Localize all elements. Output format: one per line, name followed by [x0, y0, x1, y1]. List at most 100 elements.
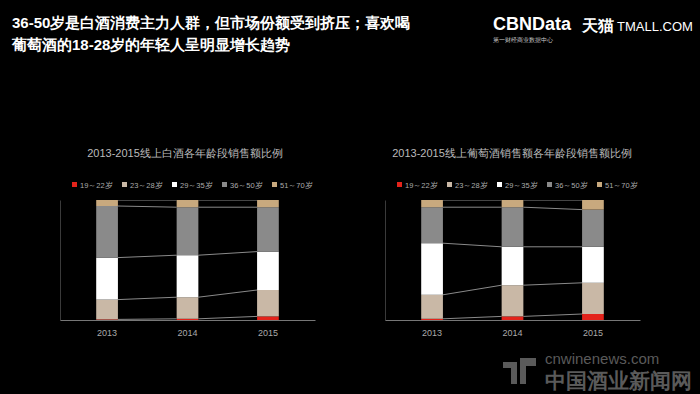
y-axis-line: [60, 201, 61, 321]
chart: 2013-2015线上白酒各年龄段销售额比例 19～22岁 23～28岁 29～35岁…: [61, 147, 316, 338]
connector: [523, 207, 582, 209]
x-tick: 2013: [422, 320, 442, 338]
connector: [443, 243, 502, 247]
legend-label: 51～70岁: [280, 181, 313, 190]
brand: 天猫: [581, 17, 614, 34]
bar-segment: [582, 247, 604, 283]
bar-segment: [96, 200, 118, 206]
x-tick: 2014: [502, 320, 522, 338]
legend-label: 51～70岁: [605, 181, 638, 190]
chart: 2013-2015线上葡萄酒销售额各年龄段销售额比例 19～22岁 23～28岁 29…: [386, 147, 641, 338]
watermark-name: 中国酒业新闻网: [545, 369, 692, 392]
legend-swatch: [72, 182, 77, 187]
legend-label: 36～50岁: [555, 181, 588, 190]
bar-segment: [582, 314, 604, 320]
bar-segment: [96, 258, 118, 300]
legend: 19～22岁 23～28岁 29～35岁 36～50岁 51～70岁: [72, 181, 313, 190]
legend-label: 23～28岁: [455, 181, 488, 190]
connector: [443, 316, 502, 318]
x-axis: 2013 2014 2015: [61, 320, 316, 338]
legend-label: 29～35岁: [505, 181, 538, 190]
bar-segment: [177, 319, 199, 320]
x-tick-label: 2013: [422, 328, 442, 338]
connector: [198, 252, 257, 256]
y-axis: [385, 201, 386, 321]
bar-segment: [582, 200, 604, 210]
x-tick-label: 2013: [97, 328, 117, 338]
logo: CBNData: [493, 14, 572, 34]
connector: [118, 318, 177, 320]
y-axis-line: [385, 201, 386, 321]
bar-segment: [257, 316, 279, 320]
watermark-icon: [503, 358, 536, 384]
bar-segment: [257, 290, 279, 316]
legend-label: 29～35岁: [180, 181, 213, 190]
x-axis-line: [386, 320, 641, 321]
connector: [443, 200, 502, 201]
connector: [523, 283, 582, 285]
header-title: 葡萄酒的18-28岁的年轻人呈明显增长趋势: [11, 36, 290, 53]
connector: [523, 246, 582, 247]
connector: [523, 314, 582, 316]
bar-segment: [177, 297, 199, 319]
chart-title: 2013-2015线上白酒各年龄段销售额比例: [87, 147, 283, 159]
legend-label: 23～28岁: [130, 181, 163, 190]
legend-label: 19～22岁: [405, 181, 438, 190]
connector: [118, 255, 177, 257]
plot-area: [421, 200, 604, 320]
bar-segment: [502, 316, 524, 320]
legend-label: 19～22岁: [80, 181, 113, 190]
x-tick-label: 2015: [583, 328, 603, 338]
connector: [118, 297, 177, 299]
bar-segment: [502, 285, 524, 316]
legend-swatch: [497, 182, 502, 187]
connector: [198, 200, 257, 201]
x-tick-label: 2015: [258, 328, 278, 338]
bar-segment: [177, 207, 199, 255]
x-axis-line: [61, 320, 316, 321]
bar-segment: [421, 319, 443, 320]
legend-swatch: [172, 182, 177, 187]
logo-sub: 第一财经商业数据中心: [493, 36, 553, 43]
bar-segment: [177, 200, 199, 207]
bar-segment: [96, 300, 118, 320]
bar-segment: [421, 200, 443, 207]
legend-swatch: [222, 182, 227, 187]
legend-swatch: [597, 182, 602, 187]
connector: [198, 290, 257, 297]
connector: [198, 316, 257, 318]
legend-label: 36～50岁: [230, 181, 263, 190]
x-tick: 2014: [177, 320, 197, 338]
connector: [118, 200, 177, 201]
plot-area: [96, 200, 279, 320]
bar-segment: [177, 255, 199, 297]
legend-swatch: [122, 182, 127, 187]
bar-segment: [502, 207, 524, 247]
x-tick: 2013: [97, 320, 117, 338]
bar-segment: [257, 252, 279, 290]
chart-title: 2013-2015线上葡萄酒销售额各年龄段销售额比例: [392, 147, 632, 159]
x-tick-label: 2014: [502, 328, 522, 338]
bar-segment: [421, 295, 443, 319]
bar-segment: [257, 200, 279, 207]
bar-segment: [502, 200, 524, 207]
connector: [523, 200, 582, 201]
legend: 19～22岁 23～28岁 29～35岁 36～50岁 51～70岁: [397, 181, 638, 190]
watermark: cnwinenews.com 中国酒业新闻网: [503, 350, 692, 392]
connector: [443, 207, 502, 208]
y-axis: [60, 201, 61, 321]
legend-swatch: [547, 182, 552, 187]
connector: [443, 285, 502, 295]
bar-segment: [582, 283, 604, 314]
bar-segment: [421, 243, 443, 295]
x-tick: 2015: [258, 320, 278, 338]
x-axis: 2013 2014 2015: [386, 320, 641, 338]
watermark-url: cnwinenews.com: [545, 350, 659, 367]
legend-swatch: [447, 182, 452, 187]
bar-segment: [257, 207, 279, 251]
legend-swatch: [397, 182, 402, 187]
x-tick-label: 2014: [177, 328, 197, 338]
bar-segment: [502, 247, 524, 285]
canvas: 36-50岁是白酒消费主力人群，但市场份额受到挤压；喜欢喝葡萄酒的18-28岁的…: [0, 0, 700, 394]
header-title: 36-50岁是白酒消费主力人群，但市场份额受到挤压；喜欢喝: [12, 14, 410, 31]
